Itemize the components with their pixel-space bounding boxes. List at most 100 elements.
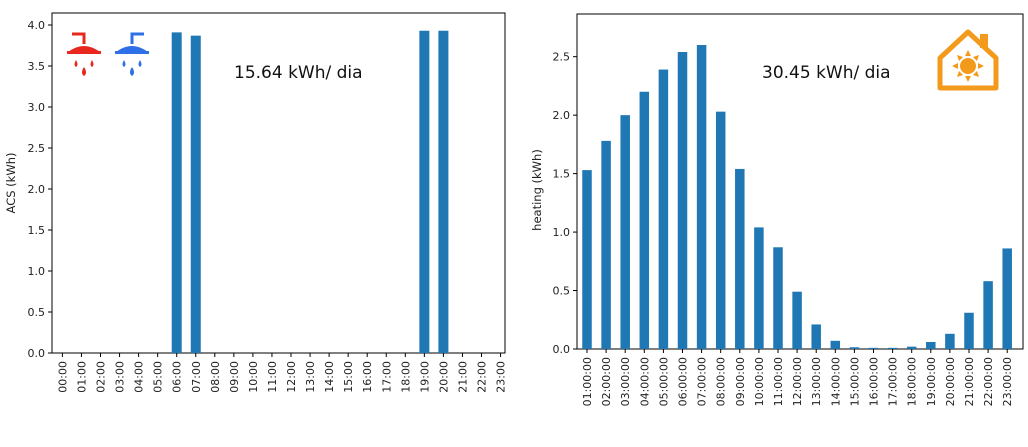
x-tick-label: 06:00	[171, 361, 184, 393]
x-tick-label: 09:00:00	[734, 357, 747, 406]
x-tick-label: 12:00	[285, 361, 298, 393]
bar-05:00:00	[658, 69, 669, 350]
x-tick-label: 07:00	[190, 361, 203, 393]
y-tick-label: 1.5	[553, 168, 571, 181]
x-ticks-acs: 00:00 01:00 02:00 03:00 04:00 05:00 06:00 07:00…	[56, 353, 508, 393]
bar-08:00:00	[715, 111, 726, 350]
chart-heating: 0.0 0.5 1.0 1.5 2.0 2.5 01:00:00 02:00:00 03:00…	[530, 13, 1024, 406]
y-tick-label: 2.5	[28, 142, 46, 155]
x-tick-label: 08:00:00	[715, 357, 728, 406]
x-tick-label: 16:00:00	[868, 357, 881, 406]
bar-03:00:00	[620, 115, 630, 350]
x-tick-label: 11:00:00	[772, 357, 785, 406]
annotation-heating: 30.45 kWh/ dia	[762, 63, 891, 83]
x-tick-label: 17:00	[380, 361, 393, 393]
x-tick-label: 00:00	[56, 361, 69, 393]
y-tick-label: 3.0	[28, 101, 46, 114]
bar-02:00:00	[601, 140, 611, 349]
x-tick-label: 21:00	[456, 361, 469, 393]
y-ticks-heating: 0.0 0.5 1.0 1.5 2.0 2.5	[553, 51, 577, 356]
y-tick-label: 1.0	[28, 265, 46, 278]
y-tick-label: 1.5	[28, 224, 46, 237]
x-tick-label: 01:00	[75, 361, 88, 393]
bar-23:00:00	[1002, 248, 1012, 349]
x-tick-label: 14:00:00	[829, 357, 842, 406]
x-tick-label: 15:00:00	[848, 357, 861, 406]
x-tick-label: 14:00	[323, 361, 336, 393]
x-tick-label: 19:00:00	[925, 357, 938, 406]
y-axis-label-heating: heating (kWh)	[530, 149, 544, 231]
bar-14:00:00	[830, 340, 841, 349]
annotation-acs: 15.64 kWh/ dia	[234, 63, 363, 83]
bar-06:00	[171, 32, 182, 353]
bar-17:00:00	[887, 347, 898, 349]
bar-12:00:00	[792, 291, 802, 349]
bar-10:00:00	[754, 227, 764, 349]
x-tick-label: 17:00:00	[887, 357, 900, 406]
bar-19:00:00	[926, 341, 936, 349]
bar-22:00:00	[983, 281, 993, 349]
x-tick-label: 22:00:00	[982, 357, 995, 406]
bar-01:00:00	[582, 170, 592, 349]
bar-16:00:00	[868, 347, 879, 349]
x-tick-label: 01:00:00	[581, 357, 594, 406]
bar-15:00:00	[849, 347, 860, 349]
x-tick-label: 18:00	[399, 361, 412, 393]
bar-20:00	[438, 30, 449, 354]
x-tick-label: 20:00	[437, 361, 450, 393]
y-tick-label: 2.0	[28, 183, 46, 196]
x-tick-label: 15:00	[342, 361, 355, 393]
x-tick-label: 09:00	[228, 361, 241, 393]
x-tick-label: 13:00	[304, 361, 317, 393]
x-tick-label: 19:00	[418, 361, 431, 393]
x-tick-label: 04:00	[133, 361, 146, 393]
x-tick-label: 06:00:00	[677, 357, 690, 406]
x-tick-label: 04:00:00	[638, 357, 651, 406]
cold-shower-icon	[115, 32, 149, 76]
x-tick-label: 20:00:00	[944, 357, 957, 406]
x-tick-label: 11:00	[266, 361, 279, 393]
x-tick-label: 23:00:00	[1001, 357, 1014, 406]
x-tick-label: 07:00:00	[696, 357, 709, 406]
y-tick-label: 0.0	[28, 347, 46, 360]
bar-19:00	[419, 30, 430, 354]
y-tick-label: 0.5	[553, 285, 571, 298]
y-tick-label: 1.0	[553, 226, 571, 239]
x-tick-label: 23:00	[495, 361, 508, 393]
bars-heating	[582, 45, 1012, 350]
hot-shower-icon	[67, 32, 101, 76]
x-ticks-heating: 01:00:00 02:00:00 03:00:00 04:00:00 05:00:00…	[581, 349, 1014, 406]
x-tick-label: 05:00	[152, 361, 165, 393]
x-tick-label: 12:00:00	[791, 357, 804, 406]
y-tick-label: 4.0	[28, 19, 46, 32]
y-tick-label: 3.5	[28, 60, 46, 73]
y-axis-label-acs: ACS (kWh)	[4, 153, 18, 214]
bar-06:00:00	[677, 52, 688, 350]
bar-21:00:00	[964, 312, 974, 349]
y-ticks-acs: 0.0 0.5 1.0 1.5 2.0 2.5 3.0 3.5 4.0	[28, 19, 52, 360]
bar-07:00:00	[696, 45, 707, 349]
x-tick-label: 02:00:00	[600, 357, 613, 406]
bar-09:00:00	[735, 168, 745, 349]
bar-13:00:00	[811, 324, 821, 349]
y-tick-label: 2.0	[553, 109, 571, 122]
x-tick-label: 03:00:00	[619, 357, 632, 406]
bars-acs	[171, 30, 449, 354]
bar-20:00:00	[945, 333, 955, 349]
x-tick-label: 22:00	[476, 361, 489, 393]
y-tick-label: 0.0	[553, 343, 571, 356]
bar-11:00:00	[773, 247, 783, 349]
x-tick-label: 05:00:00	[657, 357, 670, 406]
x-tick-label: 18:00:00	[906, 357, 919, 406]
x-tick-label: 16:00	[361, 361, 374, 393]
x-tick-label: 03:00	[114, 361, 127, 393]
bar-04:00:00	[639, 91, 650, 350]
bar-18:00:00	[906, 346, 917, 349]
house-heating-icon	[937, 29, 999, 91]
x-tick-label: 10:00:00	[753, 357, 766, 406]
y-tick-label: 0.5	[28, 306, 46, 319]
x-tick-label: 08:00	[209, 361, 222, 393]
x-tick-label: 13:00:00	[810, 357, 823, 406]
x-tick-label: 02:00	[95, 361, 108, 393]
